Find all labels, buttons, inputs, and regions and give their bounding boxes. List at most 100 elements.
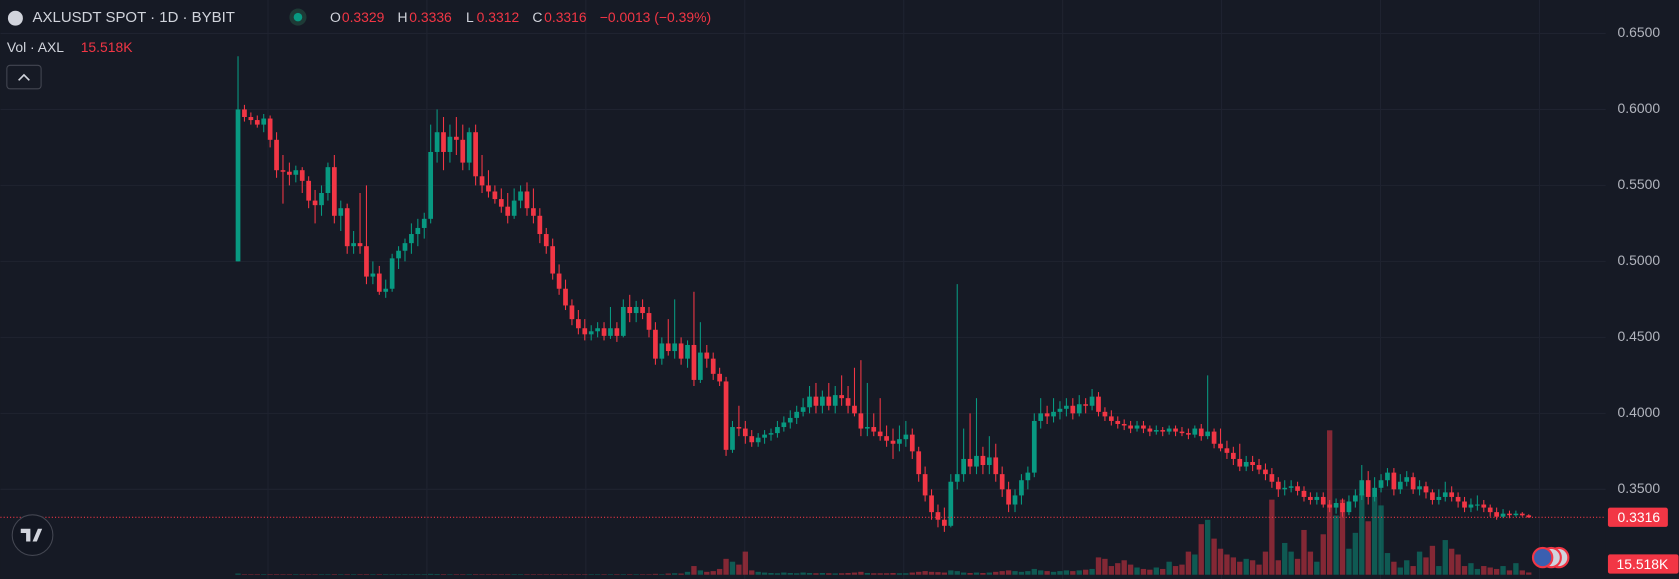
volume-bar	[1365, 521, 1371, 575]
candle-body	[1198, 428, 1204, 437]
candle-body	[787, 417, 793, 423]
candle-body	[453, 136, 459, 140]
candle-body	[1391, 472, 1397, 490]
candle-body	[364, 246, 369, 277]
volume-title: Vol · AXL	[7, 39, 64, 55]
candle-body	[383, 288, 389, 292]
candle-body	[486, 185, 491, 192]
volume-bar	[1384, 553, 1391, 575]
volume-bar	[1359, 493, 1365, 575]
volume-bar	[941, 572, 948, 575]
candle-body	[1089, 396, 1095, 406]
volume-bar	[556, 574, 562, 575]
candle-body	[967, 458, 973, 467]
volume-bar	[1102, 558, 1108, 575]
volume-bar	[350, 574, 357, 575]
candle-body	[1205, 431, 1211, 437]
volume-bar	[1352, 532, 1359, 575]
candle-body	[254, 120, 260, 125]
candle-body	[1006, 489, 1011, 505]
candle-body	[1346, 501, 1352, 513]
volume-bar	[1301, 529, 1307, 575]
candle-body	[1308, 496, 1313, 500]
candle-body	[794, 411, 800, 418]
candle-body	[563, 288, 568, 306]
candle-body	[1385, 472, 1390, 481]
candle-body	[1102, 411, 1108, 417]
candle-body	[325, 167, 331, 194]
volume-bar	[723, 558, 729, 575]
candle-body	[864, 427, 870, 429]
volume-bar	[1211, 538, 1217, 575]
candle-body	[479, 176, 485, 186]
volume-bar	[1513, 563, 1519, 575]
volume-bar	[1449, 548, 1455, 575]
volume-bar	[1147, 569, 1153, 575]
candle-body	[1237, 458, 1243, 467]
candle-body	[576, 319, 581, 329]
candle-body	[974, 455, 979, 467]
candle-body	[698, 352, 703, 380]
volume-bar	[376, 574, 382, 575]
candle-body	[1128, 425, 1133, 429]
volume-bar	[434, 573, 440, 575]
volume-bar	[1294, 558, 1301, 575]
logo-icon	[20, 528, 43, 542]
candle-body	[1475, 504, 1480, 506]
candle-body	[421, 218, 427, 228]
volume-bar	[1391, 561, 1397, 575]
ohlc-value: 0.3329	[342, 9, 385, 25]
candle-body	[1038, 413, 1044, 421]
volume-bar	[1506, 570, 1513, 575]
volume-bar	[1172, 566, 1179, 575]
volume-bar	[1256, 564, 1262, 575]
volume-bar	[466, 574, 472, 575]
volume-bar	[999, 571, 1005, 575]
volume-bar	[1371, 496, 1378, 575]
event-icon[interactable]	[1531, 546, 1554, 569]
candle-body	[242, 109, 247, 118]
volume-bar	[1314, 561, 1320, 575]
candle-body	[376, 273, 382, 292]
candle-body	[723, 381, 729, 450]
candle-body	[1442, 492, 1448, 497]
candle-body	[306, 180, 312, 201]
candle-body	[1275, 481, 1281, 490]
volume-bar	[1288, 551, 1294, 575]
volume-bar	[883, 573, 890, 575]
candle-body	[999, 474, 1005, 490]
candle-body	[1365, 480, 1371, 497]
volume-bar	[678, 573, 684, 575]
volume-bar	[460, 574, 466, 575]
volume-bar	[562, 574, 569, 575]
collapse-button[interactable]	[6, 64, 42, 90]
volume-tag-label: 15.518K	[1616, 556, 1669, 572]
candle-body	[678, 343, 684, 359]
candle-body	[775, 427, 780, 434]
exchange-icon	[7, 10, 23, 26]
volume-bar	[588, 574, 594, 575]
candle-body	[903, 434, 909, 440]
volume-bar	[415, 574, 421, 575]
volume-bar	[1339, 499, 1346, 575]
volume-bar	[916, 571, 922, 575]
volume-bar	[761, 572, 768, 575]
volume-bar	[1455, 554, 1461, 575]
candle-body	[620, 306, 626, 336]
logo-button[interactable]	[11, 514, 54, 556]
candle-body	[1134, 425, 1140, 429]
volume-bar	[684, 571, 691, 575]
candle-body	[1224, 448, 1230, 453]
volume-bar	[729, 561, 736, 575]
volume-bar	[787, 572, 793, 575]
candle-body	[608, 328, 613, 336]
volume-bar	[408, 574, 415, 575]
volume-bar	[1416, 551, 1423, 575]
candle-body	[511, 200, 517, 216]
volume-bar	[293, 574, 299, 575]
candle-body	[531, 208, 536, 216]
candle-body	[730, 427, 735, 450]
change-value: −0.0013 (−0.39%)	[600, 9, 711, 25]
candle-body	[595, 328, 600, 332]
volume-bar	[1192, 554, 1198, 575]
